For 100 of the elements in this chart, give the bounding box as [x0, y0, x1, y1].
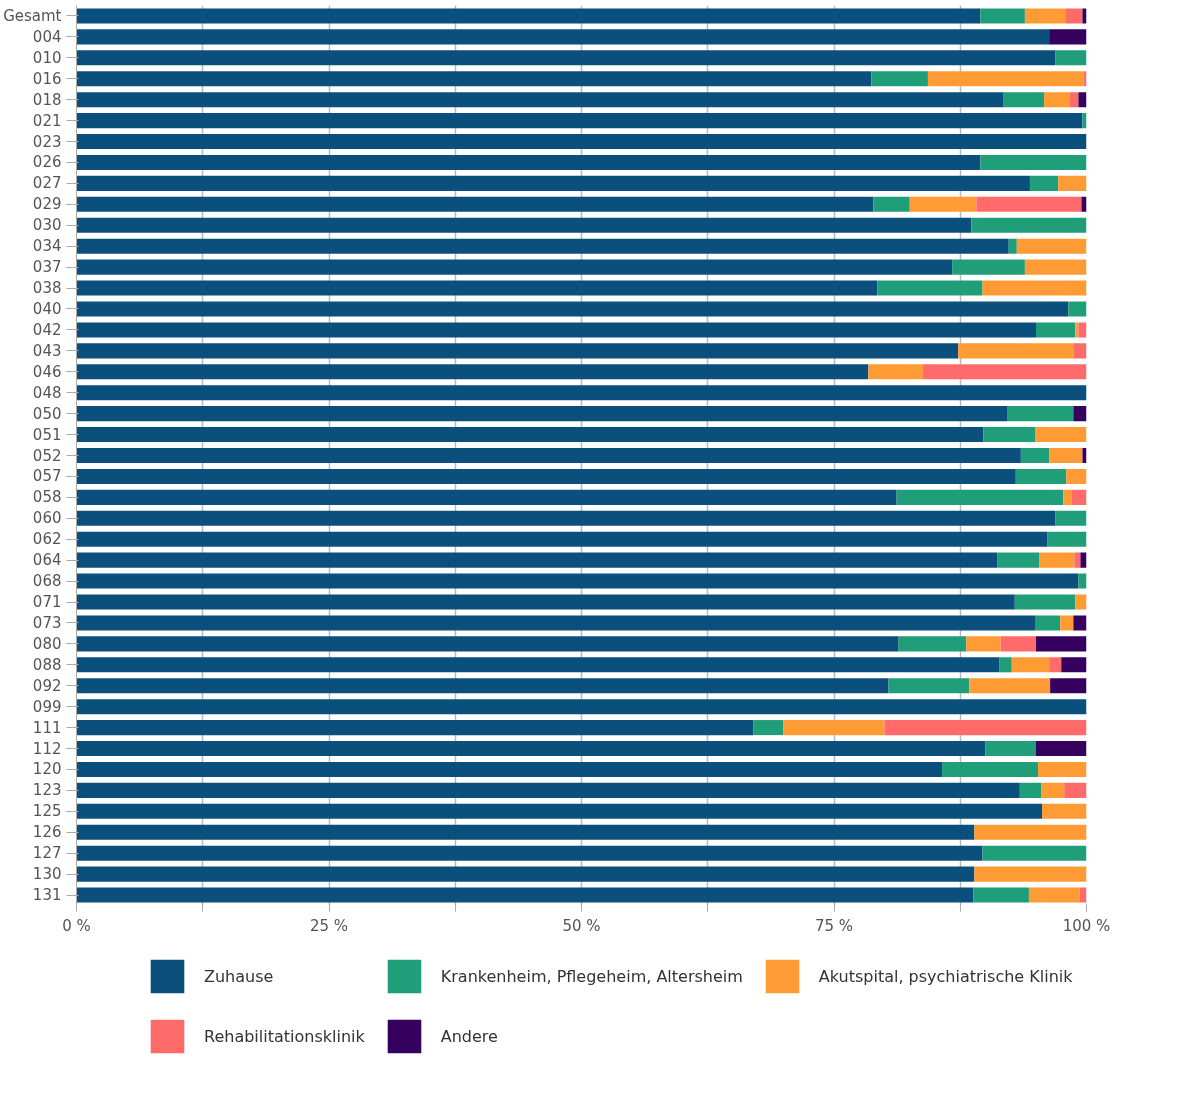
- x-tick-label: 50 %: [562, 916, 601, 935]
- y-tick-label: 030: [32, 216, 62, 235]
- bar: [909, 196, 977, 212]
- y-tick-label: 004: [32, 27, 62, 46]
- bar: [966, 636, 1001, 652]
- bar: [1047, 531, 1087, 547]
- bar: [1068, 301, 1087, 317]
- bar: [1078, 92, 1087, 108]
- bar: [1034, 427, 1087, 443]
- bar: [1049, 657, 1062, 673]
- bar: [76, 866, 975, 882]
- bar: [1073, 343, 1087, 359]
- bar: [971, 217, 1087, 233]
- bar: [1024, 8, 1066, 24]
- y-tick-label: 040: [32, 299, 62, 318]
- bar: [1055, 510, 1087, 526]
- y-tick-label: 010: [32, 48, 62, 67]
- y-tick-label: 071: [32, 593, 62, 612]
- y-tick-label: 037: [32, 258, 62, 277]
- bar: [927, 71, 1084, 87]
- bar: [1078, 573, 1087, 589]
- bar: [1073, 406, 1087, 422]
- y-tick-label: 058: [32, 488, 62, 507]
- bar: [76, 50, 1056, 66]
- bar: [983, 427, 1035, 443]
- bar: [1014, 594, 1076, 610]
- bar: [1071, 489, 1087, 505]
- x-tick-label: 75 %: [814, 916, 854, 935]
- y-tick-label: 051: [32, 425, 62, 444]
- y-tick-label: 048: [32, 383, 62, 402]
- y-tick-label: Gesamt: [3, 6, 62, 25]
- legend-label: Zuhause: [204, 966, 274, 986]
- bar: [1079, 887, 1087, 903]
- bar: [1069, 92, 1079, 108]
- bar: [1000, 636, 1036, 652]
- bar: [1049, 29, 1087, 45]
- bar: [1073, 615, 1087, 631]
- bar: [1074, 552, 1081, 568]
- bar: [1036, 322, 1076, 338]
- bar: [1019, 782, 1042, 798]
- y-tick-label: 060: [32, 509, 62, 528]
- bar: [1044, 92, 1070, 108]
- y-tick-label: 034: [32, 237, 62, 256]
- bar: [1083, 71, 1087, 87]
- x-tick-label: 0 %: [62, 916, 91, 935]
- bar: [980, 8, 1025, 24]
- bar: [76, 824, 975, 840]
- bar: [76, 154, 981, 171]
- bar: [76, 845, 983, 861]
- bar: [76, 782, 1020, 798]
- bar: [753, 720, 784, 736]
- y-tick-label: 099: [32, 697, 62, 716]
- bar: [1080, 552, 1087, 568]
- bar: [1028, 887, 1080, 903]
- legend-label: Rehabilitationsklinik: [204, 1026, 365, 1046]
- bar: [76, 552, 998, 568]
- bar: [1041, 782, 1065, 798]
- bar: [76, 803, 1043, 819]
- bar: [976, 196, 1082, 212]
- bar: [871, 71, 928, 87]
- bar: [868, 364, 923, 380]
- bar: [1061, 657, 1087, 673]
- bar: [1050, 678, 1087, 694]
- bar: [1066, 468, 1087, 484]
- bar: [1003, 92, 1045, 108]
- y-tick-label: 050: [32, 404, 62, 423]
- bar: [1063, 489, 1072, 505]
- bar: [973, 887, 1029, 903]
- bar: [1024, 259, 1087, 275]
- bar: [980, 154, 1087, 171]
- bar: [999, 657, 1012, 673]
- bar: [76, 636, 899, 652]
- bar: [1075, 594, 1087, 610]
- y-tick-label: 038: [32, 279, 62, 298]
- y-tick-label: 068: [32, 572, 62, 591]
- bar: [997, 552, 1040, 568]
- bar: [1020, 447, 1050, 464]
- x-tick-label: 100 %: [1062, 916, 1111, 935]
- bar: [76, 259, 953, 275]
- y-tick-label: 092: [32, 676, 62, 695]
- bar: [1007, 406, 1074, 422]
- bar: [76, 113, 1083, 129]
- bar: [974, 824, 1087, 840]
- x-tick-label: 25 %: [309, 916, 349, 935]
- y-tick-label: 088: [32, 655, 62, 674]
- bar: [974, 866, 1087, 882]
- bar: [969, 678, 1051, 694]
- bar: [942, 761, 1039, 777]
- legend-label: Andere: [440, 1026, 498, 1046]
- bar: [783, 720, 885, 736]
- y-tick-label: 043: [32, 341, 62, 360]
- bar: [1055, 50, 1087, 66]
- legend-label: Akutspital, psychiatrische Klinik: [818, 966, 1073, 986]
- bar: [1039, 552, 1075, 568]
- bar: [898, 636, 967, 652]
- bar: [1029, 175, 1059, 191]
- y-tick-label: 027: [32, 174, 62, 193]
- bar: [76, 531, 1048, 547]
- bar: [76, 280, 878, 296]
- y-tick-label: 130: [32, 865, 62, 884]
